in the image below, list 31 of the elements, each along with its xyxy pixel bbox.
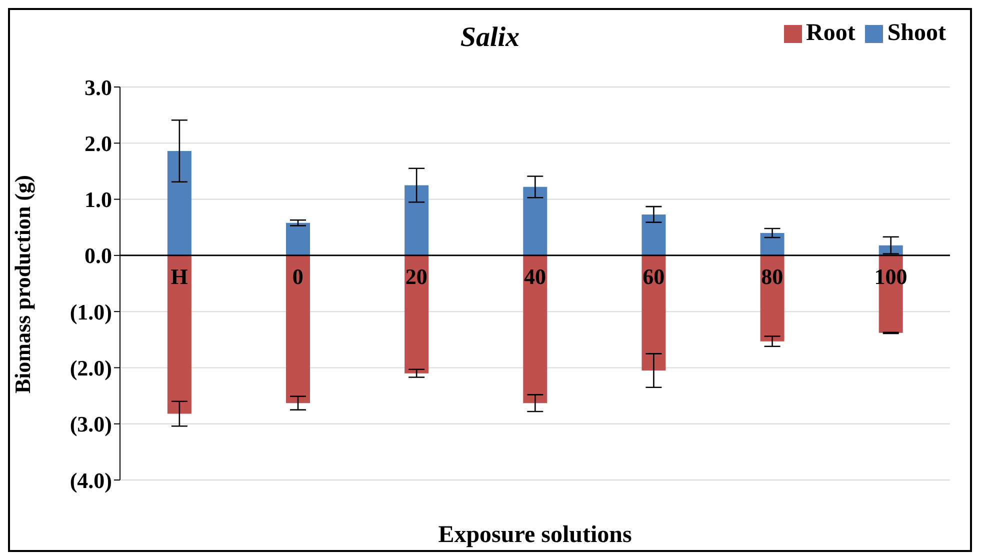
- legend-label: Shoot: [887, 20, 946, 46]
- x-tick-label: H: [170, 264, 188, 289]
- y-tick-label: (3.0): [70, 412, 112, 437]
- bar: [523, 186, 548, 256]
- bar: [523, 255, 548, 404]
- y-axis-title: Biomass production (g): [10, 175, 35, 394]
- y-tick-label: 2.0: [84, 130, 112, 156]
- bar: [760, 232, 784, 256]
- y-tick-label: (1.0): [70, 299, 112, 324]
- x-tick-label: 40: [524, 264, 546, 289]
- bar: [286, 222, 310, 256]
- y-tick-label: 1.0: [84, 187, 112, 212]
- bar: [760, 255, 784, 342]
- bar: [167, 151, 192, 256]
- x-tick-label: 20: [405, 264, 428, 289]
- bar: [167, 255, 192, 414]
- x-tick-label: 80: [761, 264, 784, 289]
- y-tick-label: (2.0): [70, 356, 112, 381]
- bar: [404, 255, 429, 374]
- legend-label: Root: [806, 20, 856, 46]
- bar: [286, 255, 310, 404]
- bar: [642, 214, 666, 256]
- chart-title: Salix: [460, 22, 520, 53]
- x-tick-label: 0: [292, 264, 304, 289]
- y-tick-label: 0.0: [84, 243, 112, 268]
- x-tick-label: 60: [642, 264, 665, 289]
- x-axis-title: Exposure solutions: [438, 522, 632, 548]
- bar: [642, 255, 666, 371]
- bar: [404, 185, 429, 256]
- y-tick-label: (4.0): [70, 468, 112, 493]
- y-tick-label: 3.0: [84, 74, 112, 100]
